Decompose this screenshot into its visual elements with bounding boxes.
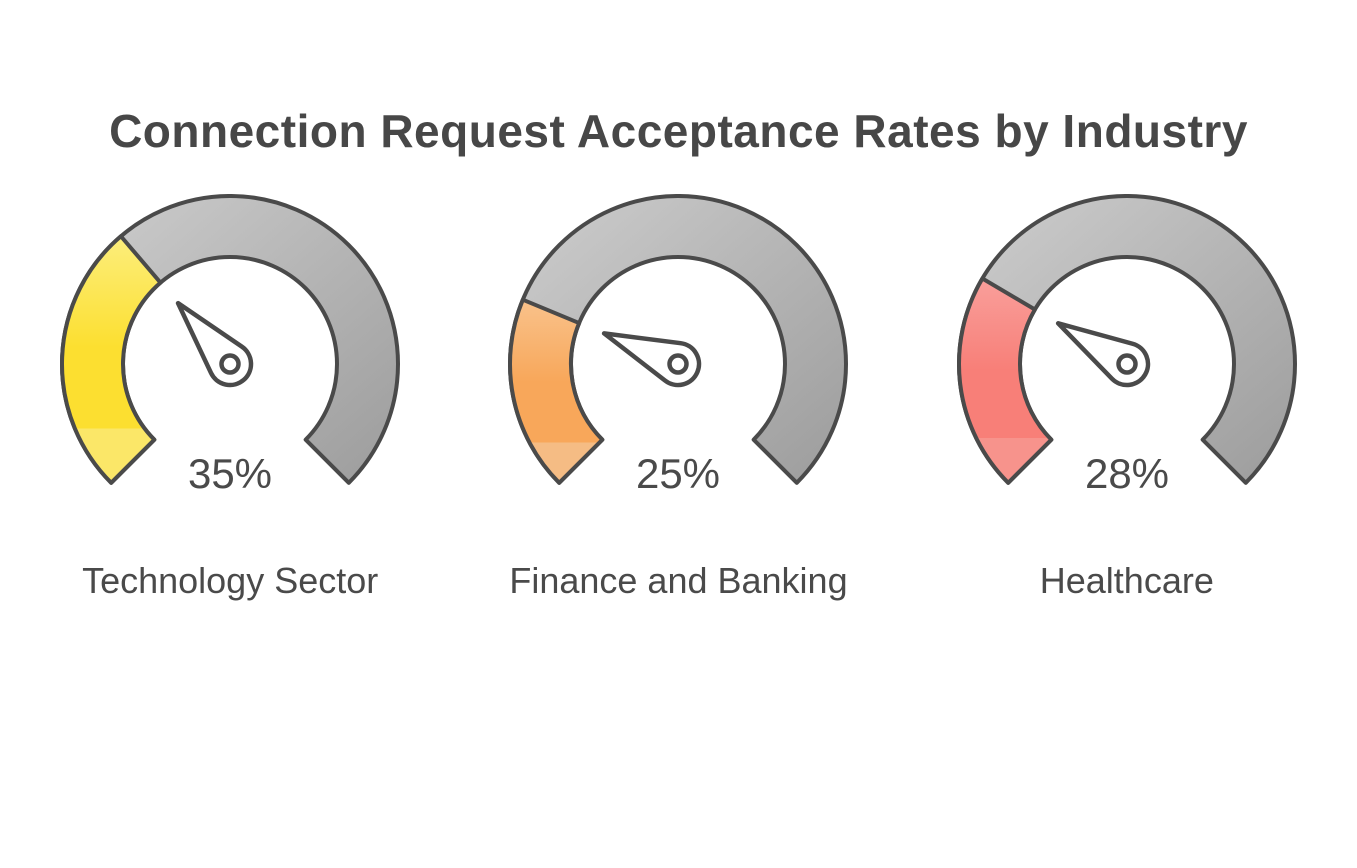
gauge-chart-healthcare: 28%	[956, 194, 1297, 497]
gauge-track-arc	[956, 194, 1297, 486]
gauge-value-arc	[956, 276, 1054, 486]
gauge-label: Healthcare	[1039, 560, 1214, 602]
gauge-value-label: 35%	[188, 450, 272, 497]
gauge-needle-hub-icon	[667, 353, 690, 376]
gauge-value-arc	[60, 234, 163, 486]
gauge-track-arc	[508, 194, 849, 486]
chart-title: Connection Request Acceptance Rates by I…	[109, 105, 1248, 157]
gauge-tile-finance-and-banking: 25% Finance and Banking	[454, 194, 902, 602]
gauge-label: Technology Sector	[82, 560, 379, 602]
gauge-needle-hub-icon	[219, 353, 241, 376]
gauge-needle-icon	[175, 301, 254, 388]
infographic-canvas: Connection Request Acceptance Rates by I…	[0, 96, 1357, 602]
gauge-needle-hub-icon	[1116, 353, 1138, 376]
gauge-value-label: 25%	[636, 450, 720, 497]
gauge-value-arc	[508, 298, 605, 486]
gauge-label: Finance and Banking	[509, 560, 848, 602]
gauge-tile-healthcare: 28% Healthcare	[903, 194, 1351, 602]
gauge-value-label: 28%	[1085, 450, 1169, 497]
gauge-chart-finance-and-banking: 25%	[508, 194, 849, 497]
gauge-row: 35% Technology Sector 25% Finance and Ba…	[0, 194, 1357, 602]
gauge-chart-technology-sector: 35%	[60, 194, 401, 497]
gauge-needle-icon	[1055, 321, 1150, 388]
gauge-tile-technology-sector: 35% Technology Sector	[6, 194, 454, 602]
